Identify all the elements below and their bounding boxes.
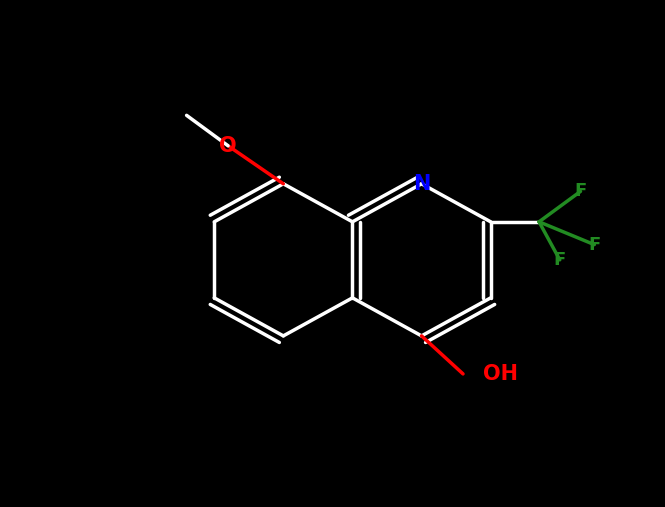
Text: O: O [219, 136, 237, 156]
Text: F: F [554, 251, 566, 269]
Text: F: F [575, 183, 587, 200]
Text: OH: OH [483, 364, 518, 384]
Text: F: F [589, 236, 600, 254]
Text: N: N [413, 174, 430, 194]
